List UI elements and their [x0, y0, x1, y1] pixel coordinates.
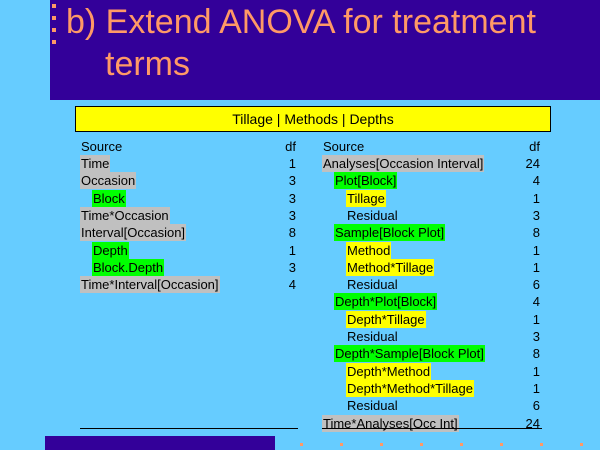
df-cell: 4: [532, 294, 540, 310]
factor-banner: Tillage | Methods | Depths: [75, 106, 551, 132]
df-cell: 1: [532, 190, 540, 206]
df-cell: 1: [532, 259, 540, 275]
right-anova-table: Source df Analyses[Occasion Interval] 24 P…: [322, 138, 544, 438]
df-cell: 3: [288, 190, 296, 206]
source-cell: Sample[Block Plot]: [334, 224, 446, 242]
table-row: Residual 6: [322, 397, 544, 414]
df-cell: 1: [288, 156, 296, 171]
source-cell: Residual: [347, 398, 398, 414]
source-cell: Depth*Sample[Block Plot]: [334, 345, 485, 363]
df-cell: 1: [532, 242, 540, 258]
left-anova-table: Source df Time 1 Occasion 3 Block 3 Time*Occas…: [80, 138, 300, 438]
source-cell: Depth*Method: [346, 362, 432, 380]
df-cell: 3: [532, 207, 540, 223]
table-row: Interval[Occasion] 8: [80, 224, 300, 242]
df-cell: 24: [525, 156, 540, 171]
source-cell: Method: [346, 241, 392, 259]
table-row: Time 1: [80, 155, 300, 172]
df-cell: 1: [532, 363, 540, 379]
table-row: Block 3: [80, 189, 300, 207]
source-cell: Residual: [347, 277, 398, 293]
df-cell: 8: [532, 225, 540, 241]
table-row: Depth*Sample[Block Plot] 8: [322, 345, 544, 363]
right-header-df: df: [529, 139, 540, 154]
table-row: Method*Tillage 1: [322, 258, 544, 276]
table-row: Time*Analyses[Occ Int] 24: [322, 414, 544, 432]
table-row: Time*Interval[Occasion] 4: [80, 276, 300, 294]
df-cell: 8: [288, 225, 296, 241]
table-row: Depth*Tillage 1: [322, 310, 544, 328]
table-row: Time*Occasion 3: [80, 206, 300, 224]
df-cell: 1: [288, 242, 296, 258]
right-table-rule: [322, 428, 542, 429]
right-header-source: Source: [323, 139, 365, 154]
source-cell: Depth: [92, 241, 129, 259]
df-cell: 1: [532, 311, 540, 327]
df-cell: 6: [532, 277, 540, 293]
bottom-dots-decoration: [0, 443, 600, 447]
df-cell: 8: [532, 346, 540, 362]
table-row: Analyses[Occasion Interval] 24: [322, 155, 544, 172]
bottom-band: [45, 436, 275, 450]
source-cell: Depth*Plot[Block]: [334, 293, 438, 311]
df-cell: 3: [288, 207, 296, 223]
left-header-df: df: [285, 139, 296, 154]
source-cell: Depth*Method*Tillage: [346, 379, 474, 397]
table-row: Depth*Method*Tillage 1: [322, 379, 544, 397]
table-row: Depth*Plot[Block] 4: [322, 293, 544, 311]
source-cell: Tillage: [346, 189, 386, 207]
slide-title-line2: terms: [105, 45, 190, 83]
df-cell: 3: [288, 173, 296, 189]
source-cell: Depth*Tillage: [346, 310, 426, 328]
left-table-rule: [80, 428, 298, 429]
df-cell: 3: [288, 259, 296, 275]
source-cell: Block: [92, 189, 126, 207]
source-cell: Time*Interval[Occasion]: [80, 276, 220, 294]
table-row: Residual 3: [322, 207, 544, 224]
table-row: Residual 6: [322, 276, 544, 293]
table-row: Block.Depth 3: [80, 258, 300, 276]
table-row: Tillage 1: [322, 189, 544, 207]
left-table-header: Source df: [80, 138, 300, 155]
title-band: [50, 0, 600, 100]
source-cell: Residual: [347, 329, 398, 344]
table-row: Depth 1: [80, 241, 300, 259]
df-cell: 4: [532, 173, 540, 189]
title-dots-decoration: [52, 2, 60, 46]
df-cell: 1: [532, 380, 540, 396]
table-row: Method 1: [322, 241, 544, 259]
df-cell: 3: [532, 329, 540, 344]
df-cell: 6: [532, 398, 540, 414]
table-row: Occasion 3: [80, 172, 300, 190]
source-cell: Time: [80, 155, 111, 172]
source-cell: Plot[Block]: [334, 172, 398, 190]
right-table-header: Source df: [322, 138, 544, 155]
left-header-source: Source: [81, 139, 123, 154]
source-cell: Occasion: [80, 172, 137, 190]
df-cell: 4: [288, 277, 296, 293]
df-cell: 24: [525, 415, 540, 431]
slide-title-line1: b) Extend ANOVA for treatment: [66, 3, 536, 41]
source-cell: Time*Occasion: [80, 206, 170, 224]
source-cell: Analyses[Occasion Interval]: [322, 155, 485, 172]
source-cell: Block.Depth: [92, 258, 165, 276]
source-cell: Residual: [347, 207, 398, 223]
source-cell: Method*Tillage: [346, 258, 435, 276]
source-cell: Interval[Occasion]: [80, 224, 187, 242]
table-row: Depth*Method 1: [322, 362, 544, 380]
source-cell: Time*Analyses[Occ Int]: [322, 414, 459, 432]
table-row: Sample[Block Plot] 8: [322, 224, 544, 242]
table-row: Residual 3: [322, 328, 544, 345]
table-row: Plot[Block] 4: [322, 172, 544, 190]
